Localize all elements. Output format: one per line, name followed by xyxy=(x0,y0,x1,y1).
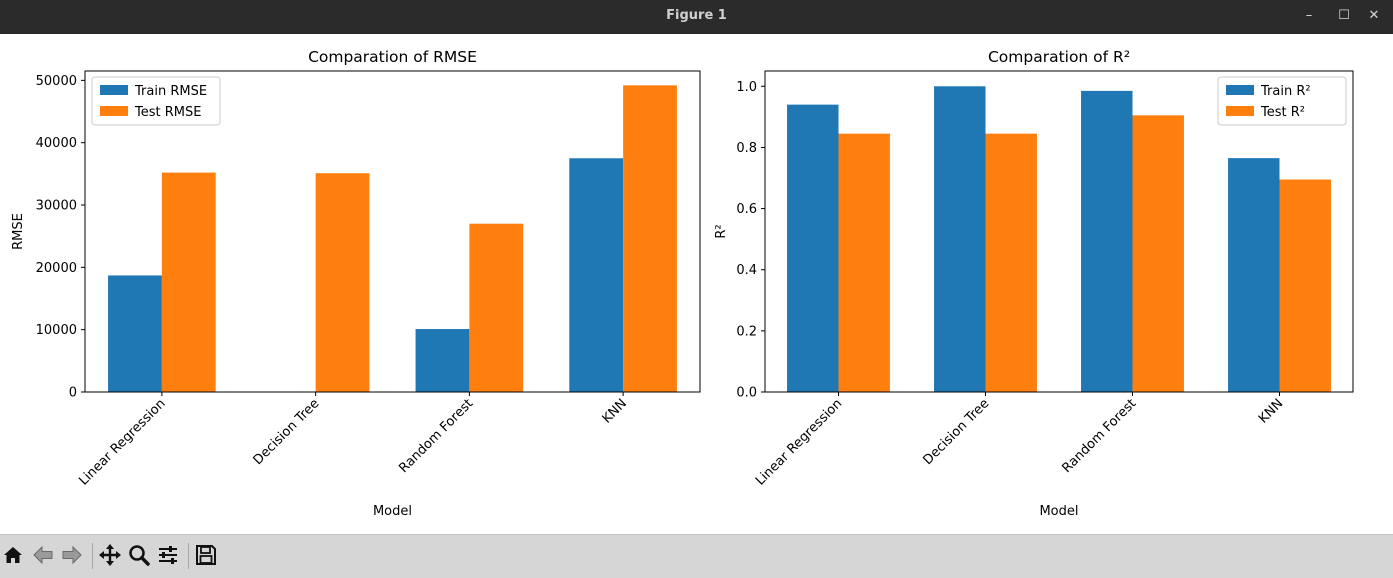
chart1-xtick-label: Random Forest xyxy=(396,396,476,476)
chart2-bar-test xyxy=(1279,179,1331,392)
minimize-button[interactable]: – xyxy=(1305,8,1313,23)
home-button[interactable] xyxy=(0,541,26,569)
chart1-xtick-label: Linear Regression xyxy=(76,396,168,488)
maximize-button[interactable]: ☐ xyxy=(1338,8,1350,23)
chart1-ytick-label: 0 xyxy=(69,386,77,401)
chart2-title: Comparation of R² xyxy=(988,48,1130,66)
chart2-xtick-label: KNN xyxy=(1256,396,1286,426)
zoom-button[interactable] xyxy=(126,541,152,569)
chart1-ylabel: RMSE xyxy=(11,213,26,250)
chart1-xlabel: Model xyxy=(373,504,412,519)
chart2-bar-test xyxy=(1132,115,1184,392)
chart1-bar-test xyxy=(161,172,216,392)
configure-subplots-button[interactable] xyxy=(155,541,181,569)
chart1-bar-test xyxy=(623,85,677,392)
chart1-bar-train xyxy=(569,158,624,392)
chart2-legend-label: Train R² xyxy=(1260,84,1311,99)
chart1-legend-label: Train RMSE xyxy=(134,84,207,99)
forward-arrow-icon xyxy=(62,545,82,565)
pan-icon xyxy=(99,544,121,566)
chart2-ytick-label: 1.0 xyxy=(736,80,757,95)
chart2-bar-train xyxy=(787,104,839,392)
chart1-legend-label: Test RMSE xyxy=(134,105,201,120)
chart1-legend-swatch xyxy=(100,106,128,116)
chart2-ytick-label: 0.0 xyxy=(736,386,757,401)
chart2-axes-frame xyxy=(764,70,1354,393)
chart2-xtick-label: Random Forest xyxy=(1060,396,1140,476)
configure-subplots-icon xyxy=(159,546,177,564)
chart1-legend-swatch xyxy=(100,85,128,95)
chart1-ytick-label: 10000 xyxy=(36,323,77,338)
save-icon xyxy=(196,545,216,565)
navigation-toolbar xyxy=(0,534,1393,578)
chart2-bar-train xyxy=(1081,90,1133,392)
chart2-bar-train xyxy=(934,86,986,393)
chart1-bar-test xyxy=(469,223,524,392)
figure-svg: 0 10000 20000 30000 40000 50000 Linear Regress… xyxy=(11,48,1354,519)
chart1-bar-test xyxy=(315,173,370,392)
pan-button[interactable] xyxy=(97,541,123,569)
forward-button[interactable] xyxy=(59,541,85,569)
chart2-ytick-label: 0.8 xyxy=(736,141,757,156)
figure-canvas: 0 10000 20000 30000 40000 50000 Linear Regress… xyxy=(0,34,1393,534)
chart2-ylabel: R² xyxy=(714,224,729,238)
back-button[interactable] xyxy=(30,541,56,569)
save-button[interactable] xyxy=(193,541,219,569)
chart1-bar-train xyxy=(415,329,470,392)
window-title: Figure 1 xyxy=(666,8,727,23)
chart2-legend-swatch xyxy=(1226,106,1254,116)
zoom-icon xyxy=(129,545,150,566)
chart2-bar-train xyxy=(1228,158,1280,392)
chart2-ytick-label: 0.2 xyxy=(736,324,757,339)
chart2-xtick-label: Decision Tree xyxy=(921,396,993,468)
back-arrow-icon xyxy=(33,545,53,565)
chart2-legend-swatch xyxy=(1226,85,1254,95)
chart1-xtick-label: Decision Tree xyxy=(251,396,323,468)
window-titlebar: Figure 1 – ☐ ✕ xyxy=(0,0,1393,34)
close-button[interactable]: ✕ xyxy=(1368,8,1380,23)
toolbar-separator xyxy=(92,543,93,569)
chart1-title: Comparation of RMSE xyxy=(308,48,477,66)
chart1-ytick-label: 50000 xyxy=(36,74,77,89)
chart1-xtick-label: KNN xyxy=(600,396,630,426)
chart2-bar-test xyxy=(985,133,1037,392)
home-icon xyxy=(4,547,22,563)
chart2-legend-label: Test R² xyxy=(1260,105,1305,120)
chart2-bar-test xyxy=(838,133,890,392)
chart2-xlabel: Model xyxy=(1039,504,1078,519)
chart1-ytick-label: 20000 xyxy=(36,261,77,276)
chart1-axes-frame xyxy=(84,70,701,393)
chart2-ytick-label: 0.4 xyxy=(736,263,757,278)
chart1-bar-train xyxy=(108,275,162,392)
chart2-ytick-label: 0.6 xyxy=(736,202,757,217)
chart1-ytick-label: 40000 xyxy=(36,136,77,151)
chart1-ytick-label: 30000 xyxy=(36,199,77,214)
toolbar-separator xyxy=(188,543,189,569)
chart2-xtick-label: Linear Regression xyxy=(753,396,845,488)
